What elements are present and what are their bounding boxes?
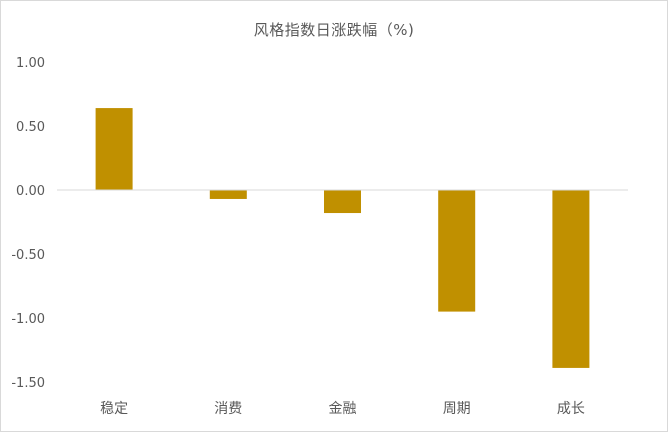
category-label: 成长 xyxy=(557,401,585,417)
category-label: 消费 xyxy=(214,401,242,417)
y-tick-label: -1.50 xyxy=(11,376,45,391)
bar xyxy=(552,190,590,368)
bar xyxy=(209,190,247,199)
chart-title: 风格指数日涨跌幅（%) xyxy=(253,21,415,39)
bar xyxy=(95,108,133,190)
y-tick-label: 0.50 xyxy=(16,120,45,135)
y-tick-label: 1.00 xyxy=(16,56,45,71)
y-tick-label: -1.00 xyxy=(11,312,45,327)
y-tick-label: -0.50 xyxy=(11,248,45,263)
category-label: 稳定 xyxy=(100,401,128,417)
category-label: 金融 xyxy=(329,401,357,417)
category-label: 周期 xyxy=(443,401,471,417)
bar xyxy=(324,190,361,214)
y-tick-label: 0.00 xyxy=(16,184,45,199)
bar xyxy=(438,190,476,312)
